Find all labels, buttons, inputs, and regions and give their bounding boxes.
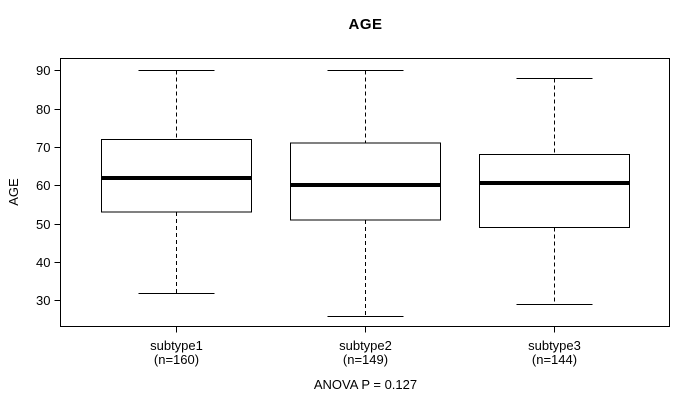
y-tick-label: 40 <box>36 255 50 270</box>
iqr-box <box>479 154 630 229</box>
anova-annotation: ANOVA P = 0.127 <box>313 377 418 392</box>
category-sample-size: (n=149) <box>342 352 389 367</box>
x-category-label: subtype1 (n=160) <box>102 339 252 367</box>
x-category-label: subtype2 (n=149) <box>291 339 441 367</box>
category-name: subtype3 <box>528 338 581 353</box>
y-tick-label: 80 <box>36 102 50 117</box>
iqr-box <box>101 138 252 213</box>
y-tick-label: 90 <box>36 63 50 78</box>
category-sample-size: (n=144) <box>531 352 578 367</box>
chart-title: AGE <box>348 16 383 33</box>
category-sample-size: (n=160) <box>153 352 200 367</box>
category-name: subtype1 <box>150 338 203 353</box>
x-category-label: subtype3 (n=144) <box>480 339 630 367</box>
y-tick-label: 60 <box>36 178 50 193</box>
category-name: subtype2 <box>339 338 392 353</box>
y-tick-label: 30 <box>36 293 50 308</box>
iqr-box <box>290 142 441 221</box>
y-tick-label: 70 <box>36 140 50 155</box>
y-tick-label: 50 <box>36 217 50 232</box>
